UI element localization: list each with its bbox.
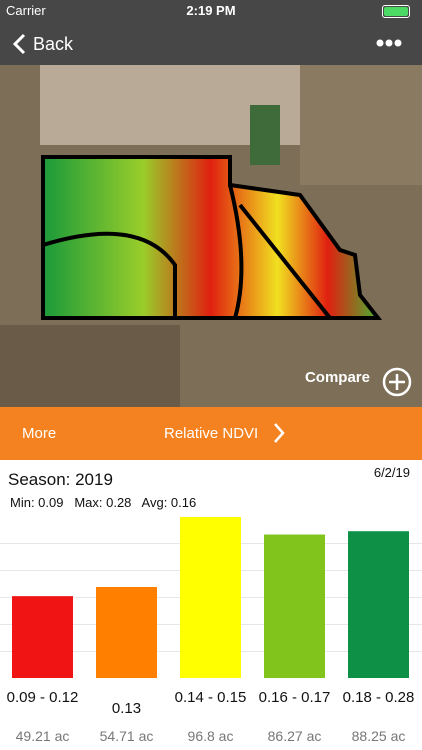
battery [382, 5, 410, 18]
toolbar: More Relative NDVI [0, 407, 422, 460]
value-label: 86.27 ac [267, 728, 322, 744]
layer-chevron[interactable] [272, 422, 286, 444]
chart [12, 517, 409, 678]
category-label: 0.09 - 0.12 [6, 689, 79, 706]
value-label: 54.71 ac [99, 728, 154, 744]
category-label: 0.14 - 0.15 [174, 689, 247, 706]
value-label: 96.8 ac [187, 728, 234, 744]
avg: Avg: 0.16 [141, 495, 197, 510]
bar[interactable] [348, 531, 409, 678]
back-chevron[interactable] [12, 33, 28, 55]
back-button[interactable]: Back [33, 34, 74, 54]
category-label: 0.16 - 0.17 [258, 689, 331, 706]
clock: 2:19 PM [186, 3, 236, 18]
date: 6/2/19 [373, 465, 410, 480]
more-menu[interactable] [376, 38, 402, 48]
category-label: 0.13 [111, 700, 142, 717]
category-label: 0.18 - 0.28 [342, 689, 415, 706]
more-button[interactable]: More [22, 425, 57, 442]
carrier: Carrier [6, 3, 46, 18]
season: Season: 2019 [8, 470, 113, 489]
layer-button[interactable]: Relative NDVI [164, 425, 259, 442]
bar[interactable] [180, 517, 241, 678]
bar[interactable] [12, 596, 73, 678]
bar[interactable] [264, 534, 325, 678]
map[interactable]: Compare [0, 65, 422, 407]
value-label: 88.25 ac [351, 728, 406, 744]
bar[interactable] [96, 587, 157, 678]
nav-bar: Carrier 2:19 PM Back [0, 0, 422, 65]
min: Min: 0.09 [10, 495, 64, 510]
max: Max: 0.28 [74, 495, 132, 510]
value-label: 49.21 ac [15, 728, 70, 744]
stats: Min: 0.09 Max: 0.28 Avg: 0.16 [10, 495, 196, 510]
compare-label[interactable]: Compare [305, 369, 370, 386]
compare-button[interactable] [382, 367, 412, 397]
